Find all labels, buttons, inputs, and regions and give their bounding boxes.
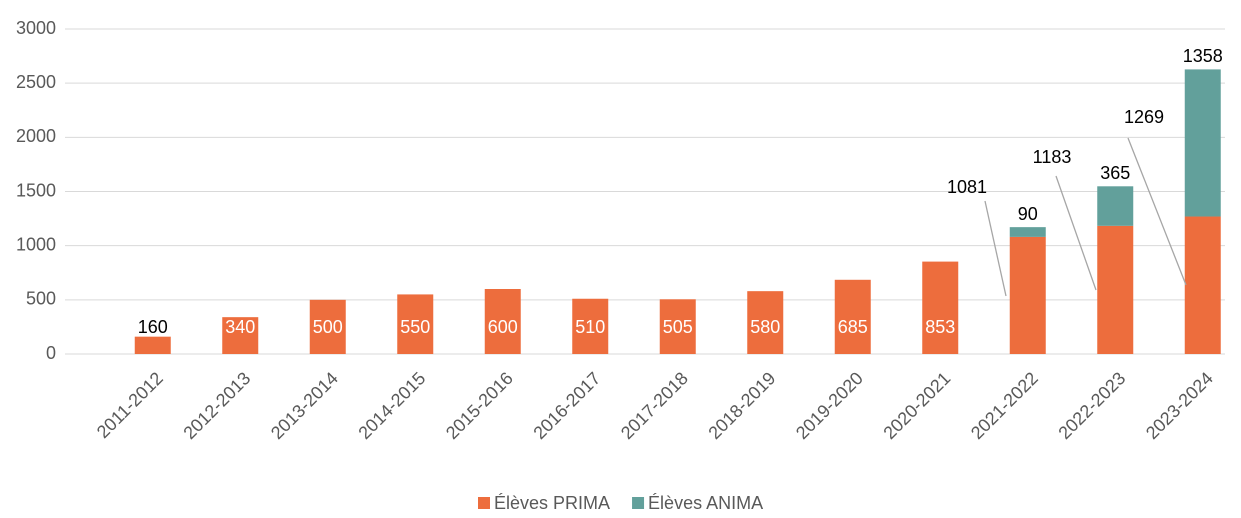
x-tick-label: 2014-2015 [354, 368, 429, 443]
bar-segment [1009, 227, 1046, 237]
bar-segment [747, 291, 784, 354]
bar-segment [922, 261, 959, 354]
data-label: 340 [225, 317, 255, 337]
data-label: 1358 [1183, 46, 1223, 66]
data-label: 1183 [1033, 147, 1072, 167]
data-label: 685 [838, 317, 868, 337]
bar-segment [134, 336, 171, 354]
x-tick-label: 2013-2014 [267, 368, 342, 443]
data-label: 853 [925, 317, 955, 337]
legend-label: Élèves ANIMA [648, 493, 763, 513]
legend-swatch [478, 497, 490, 509]
data-label: 580 [750, 317, 780, 337]
x-tick-label: 2011-2012 [93, 368, 167, 442]
x-tick-label: 2012-2013 [179, 368, 254, 443]
bar-segment [484, 289, 521, 354]
legend-label: Élèves PRIMA [494, 493, 610, 513]
bar-segment [1009, 236, 1046, 354]
data-label: 1269 [1124, 107, 1164, 127]
y-tick-label: 500 [26, 289, 56, 309]
legend-swatch [632, 497, 645, 509]
data-label: 365 [1100, 163, 1130, 183]
y-tick-label: 2000 [16, 126, 56, 146]
bar-segment [834, 279, 871, 354]
x-tick-label: 2023-2024 [1142, 368, 1217, 443]
bar-segment [659, 299, 696, 354]
data-label: 505 [663, 317, 693, 337]
y-tick-label: 2500 [16, 72, 56, 92]
x-tick-label: 2019-2020 [792, 368, 867, 443]
x-tick-label: 2020-2021 [879, 368, 954, 443]
x-tick-label: 2017-2018 [617, 368, 692, 443]
bar-segment [1184, 69, 1221, 217]
x-tick-label: 2018-2019 [704, 368, 779, 443]
data-label: 550 [400, 317, 430, 337]
bar-segment [397, 294, 434, 354]
leader-line [984, 200, 1007, 297]
bar-segment [1097, 225, 1134, 354]
x-tick-label: 2016-2017 [529, 368, 604, 443]
x-tick-label: 2015-2016 [442, 368, 517, 443]
bar-segment [1097, 186, 1134, 226]
x-tick-label: 2021-2022 [967, 368, 1042, 443]
bar-segment [309, 299, 346, 354]
y-tick-label: 3000 [16, 18, 56, 38]
bar-segment [572, 298, 609, 354]
bar-segment [222, 317, 259, 354]
data-label: 160 [138, 317, 168, 337]
data-label: 600 [488, 317, 518, 337]
x-tick-label: 2022-2023 [1054, 368, 1129, 443]
data-label: 1081 [947, 177, 987, 197]
y-tick-label: 0 [46, 343, 56, 363]
y-tick-label: 1000 [16, 234, 56, 254]
bar-segment [1184, 216, 1221, 354]
leader-line [1127, 137, 1187, 286]
y-tick-label: 1500 [16, 180, 56, 200]
data-label: 90 [1018, 204, 1038, 224]
data-label: 500 [313, 317, 343, 337]
leader-line [1055, 175, 1097, 291]
data-label: 510 [575, 317, 605, 337]
